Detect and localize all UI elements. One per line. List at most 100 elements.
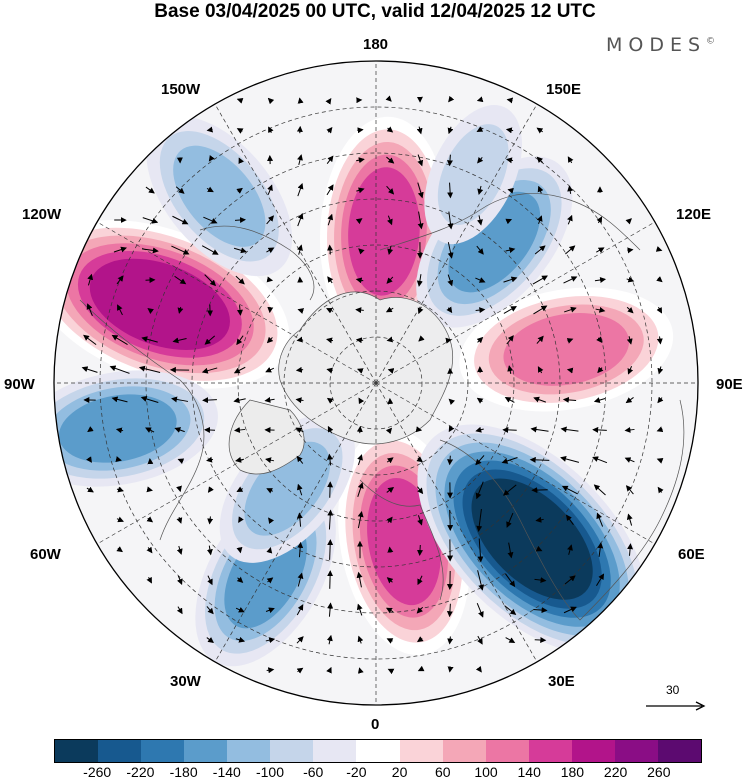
wind-vector (235, 275, 245, 285)
lon-label-180: 180 (363, 36, 389, 53)
wind-vector (326, 397, 334, 404)
brand-mark: © (706, 36, 716, 47)
wind-vector (177, 458, 185, 465)
colorbar-tick-label: 100 (474, 764, 498, 780)
wind-vector (327, 425, 334, 434)
wind-vector (357, 667, 364, 674)
wind-vector (357, 127, 364, 134)
wind-vector (476, 508, 483, 532)
wind-vector (535, 545, 543, 552)
wind-vector (202, 397, 217, 404)
wind-vector (267, 97, 275, 105)
wind-vector (236, 128, 244, 134)
meridian-line (96, 382, 377, 545)
wind-vector (117, 304, 123, 316)
wind-vector (207, 486, 214, 493)
wind-vector (477, 185, 484, 195)
colorbar-cell (657, 740, 701, 762)
wind-vector (657, 366, 664, 375)
wind-vector (536, 335, 544, 344)
wind-vector (326, 337, 334, 344)
wind-vector (297, 244, 303, 255)
wind-vector (356, 368, 364, 374)
wind-vector (563, 276, 578, 284)
wind-vector (385, 95, 392, 102)
lon-label-120e: 120E (676, 206, 712, 223)
wind-vector (655, 246, 663, 252)
wind-vector (387, 245, 394, 256)
wind-vector (597, 542, 604, 557)
wind-vector (297, 97, 304, 104)
wind-vector (565, 245, 576, 255)
wind-vector (416, 274, 423, 287)
wind-vector (326, 126, 333, 134)
wind-vector (297, 154, 303, 166)
wind-vector (172, 337, 187, 344)
wind-vector (657, 486, 664, 494)
wind-vector (206, 637, 215, 644)
meridian-line (214, 103, 377, 384)
wind-vector (236, 187, 243, 194)
wind-vector (564, 306, 577, 313)
wind-vector (386, 126, 394, 133)
wind-vector (596, 336, 603, 343)
wind-vector (116, 486, 124, 493)
wind-vector (386, 336, 394, 343)
wind-vector (597, 366, 604, 374)
wind-vector (505, 573, 516, 588)
brand-logo: MODES© (606, 34, 715, 56)
wind-vector (268, 517, 275, 524)
colorbar-cell (571, 740, 615, 762)
wind-vector (477, 570, 485, 591)
wind-vector (386, 457, 394, 464)
colorbar-tick-label: -20 (346, 764, 367, 780)
wind-vector (203, 216, 218, 224)
wind-vector (535, 516, 544, 523)
colorbar-ticks: -260 -220 -180 -140 -100 -60 -20 20 60 100 140 180 2… (0, 764, 750, 783)
wind-vector (417, 544, 423, 556)
wind-vector (567, 185, 574, 194)
wind-vector (357, 454, 363, 466)
wind-vector (533, 607, 548, 614)
wind-vector (266, 336, 274, 344)
wind-vector (327, 509, 334, 530)
wind-vector (447, 126, 454, 135)
latitude-circle (237, 244, 515, 522)
wind-vector (138, 365, 161, 374)
wind-vector (266, 215, 275, 225)
wind-vector (296, 512, 303, 527)
wind-vector (233, 397, 246, 404)
wind-vector (416, 606, 424, 614)
wind-vector (236, 486, 244, 492)
wind-vector (297, 572, 304, 587)
wind-vector (626, 513, 633, 526)
wind-vector (386, 638, 394, 644)
wind-vector (563, 606, 577, 614)
wind-vector (596, 573, 605, 587)
colorbar-tick-label: 180 (560, 764, 585, 780)
wind-vector (386, 577, 394, 584)
wind-vector (417, 182, 424, 199)
colorbar-cell (141, 740, 185, 762)
wind-vector (565, 514, 574, 525)
wind-vector (506, 512, 514, 528)
wind-vector (208, 155, 215, 162)
wind-vector (174, 427, 185, 433)
wind-vector (326, 308, 334, 314)
map-border (53, 60, 699, 706)
wind-vector (627, 543, 634, 556)
wind-vector (476, 96, 484, 103)
wind-vector (561, 485, 578, 495)
wind-vector (447, 274, 454, 287)
meridian-line (375, 382, 538, 663)
wind-vector (295, 427, 304, 434)
wind-vector (206, 456, 214, 463)
lon-label-30w: 30W (170, 673, 201, 690)
colorbar-cell (184, 740, 228, 762)
wind-vector (296, 636, 304, 644)
colorbar-tick-label: -60 (303, 764, 324, 780)
wind-vector (503, 276, 518, 283)
wind-vector (418, 335, 425, 342)
wind-vector (596, 512, 604, 527)
wind-vector (537, 366, 544, 374)
